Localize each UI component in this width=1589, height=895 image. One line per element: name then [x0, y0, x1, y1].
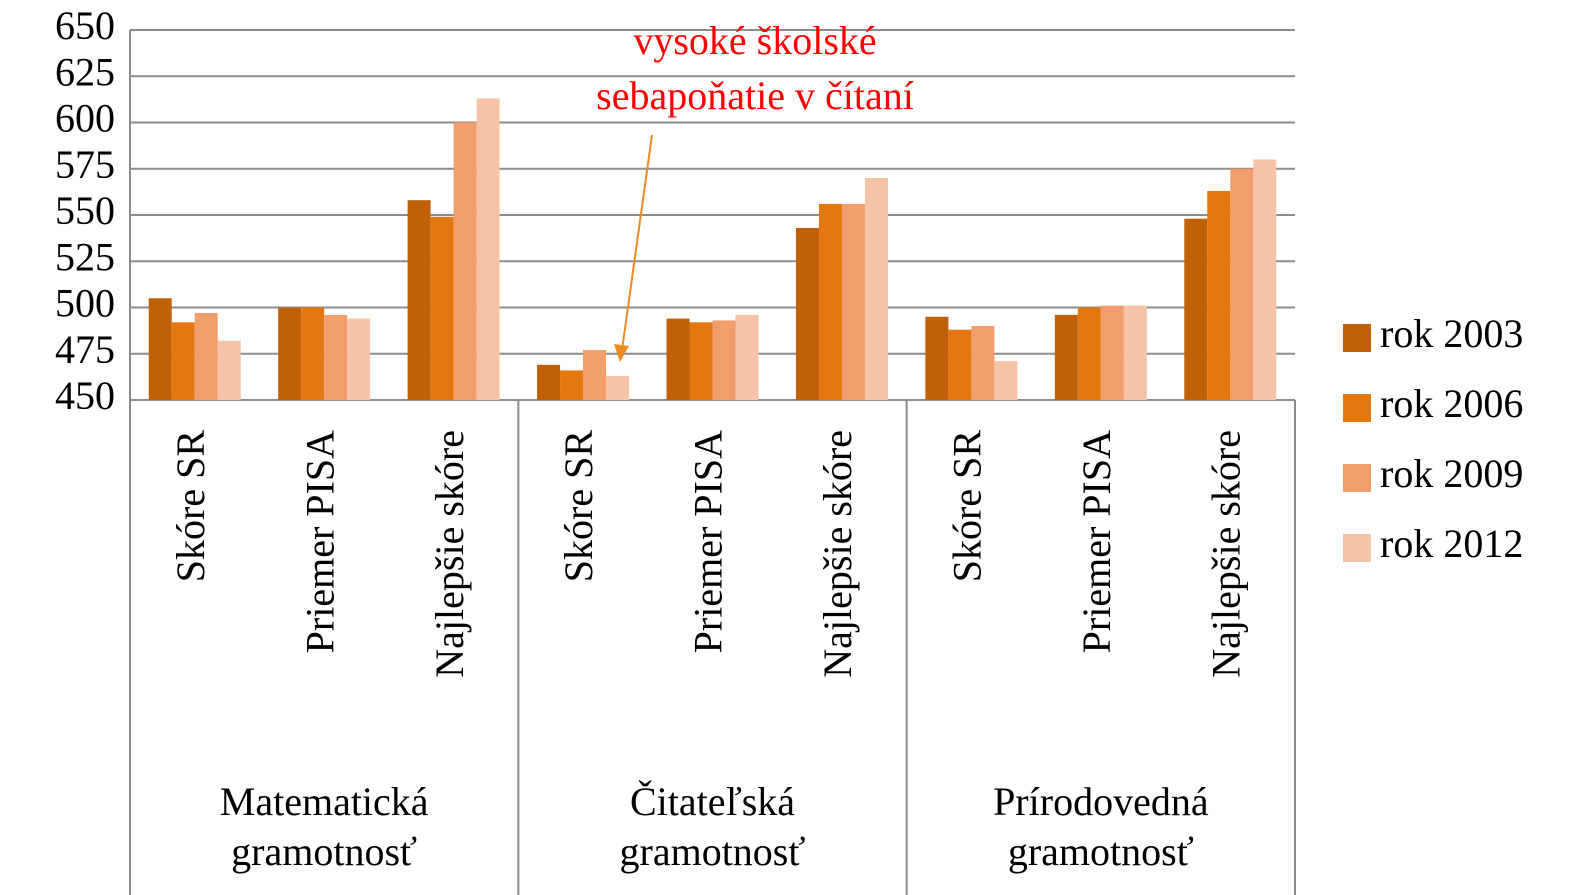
legend-swatch: [1343, 394, 1371, 422]
bar: [1253, 159, 1277, 400]
x-tick-label: Skóre SR: [556, 430, 601, 583]
bar: [864, 178, 888, 400]
x-tick-label: Priemer PISA: [297, 430, 342, 653]
bar: [537, 364, 561, 400]
bar: [994, 361, 1018, 400]
bar: [194, 313, 218, 400]
bar: [324, 314, 348, 400]
bar: [278, 307, 302, 400]
bar: [1077, 307, 1101, 400]
y-tick-label: 550: [55, 188, 115, 233]
bar: [430, 216, 454, 400]
x-tick-label: Skóre SR: [168, 430, 213, 583]
y-tick-label: 475: [55, 327, 115, 372]
annotation-arrowhead: [614, 344, 629, 362]
group-label: Prírodovedná gramotnosť: [993, 779, 1209, 874]
bar: [1184, 218, 1208, 400]
bar: [925, 316, 949, 400]
bar: [583, 350, 607, 400]
x-tick-label: Skóre SR: [945, 430, 990, 583]
bar: [712, 320, 736, 400]
bar: [217, 340, 241, 400]
bar: [606, 375, 630, 400]
bar: [171, 322, 195, 400]
annotation-arrow: [621, 134, 653, 351]
bar: [971, 326, 995, 400]
bar: [735, 314, 759, 400]
y-tick-label: 650: [55, 3, 115, 48]
legend-label: rok 2009: [1380, 451, 1523, 496]
bar: [148, 298, 172, 400]
y-tick-label: 600: [55, 96, 115, 141]
group-label: Čitateľská gramotnosť: [619, 779, 806, 874]
annotation-text: sebapoňatie v čítaní: [596, 73, 914, 118]
bar: [841, 203, 865, 400]
group-label: Matematická gramotnosť: [219, 779, 429, 874]
bar: [1054, 314, 1078, 400]
y-tick-label: 450: [55, 373, 115, 418]
legend-swatch: [1343, 324, 1371, 352]
bar: [347, 318, 371, 400]
legend-label: rok 2006: [1380, 381, 1523, 426]
legend-label: rok 2003: [1380, 311, 1523, 356]
bar: [560, 370, 584, 400]
bar: [453, 122, 477, 400]
y-tick-label: 575: [55, 142, 115, 187]
bar: [1207, 190, 1231, 400]
y-tick-label: 500: [55, 281, 115, 326]
bar: [795, 227, 819, 400]
bar: [476, 98, 500, 400]
bar: [1123, 305, 1147, 400]
annotation-text: vysoké školské: [633, 18, 876, 63]
x-tick-label: Najlepšie skóre: [427, 430, 472, 678]
bar: [948, 329, 972, 400]
bar: [407, 200, 431, 400]
bar: [689, 322, 713, 400]
bar: [1230, 168, 1254, 400]
y-tick-label: 625: [55, 49, 115, 94]
legend-label: rok 2012: [1380, 521, 1523, 566]
bar: [818, 203, 842, 400]
legend-swatch: [1343, 464, 1371, 492]
x-tick-label: Priemer PISA: [686, 430, 731, 653]
x-tick-label: Najlepšie skóre: [815, 430, 860, 678]
x-tick-label: Priemer PISA: [1074, 430, 1119, 653]
x-tick-label: Najlepšie skóre: [1203, 430, 1248, 678]
bar: [301, 307, 325, 400]
y-tick-label: 525: [55, 234, 115, 279]
bar: [1100, 305, 1124, 400]
bar: [666, 318, 690, 400]
legend-swatch: [1343, 534, 1371, 562]
